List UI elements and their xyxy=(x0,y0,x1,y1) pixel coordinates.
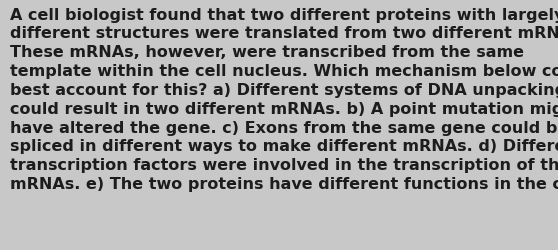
Text: A cell biologist found that two different proteins with largely
different struct: A cell biologist found that two differen… xyxy=(10,8,558,191)
